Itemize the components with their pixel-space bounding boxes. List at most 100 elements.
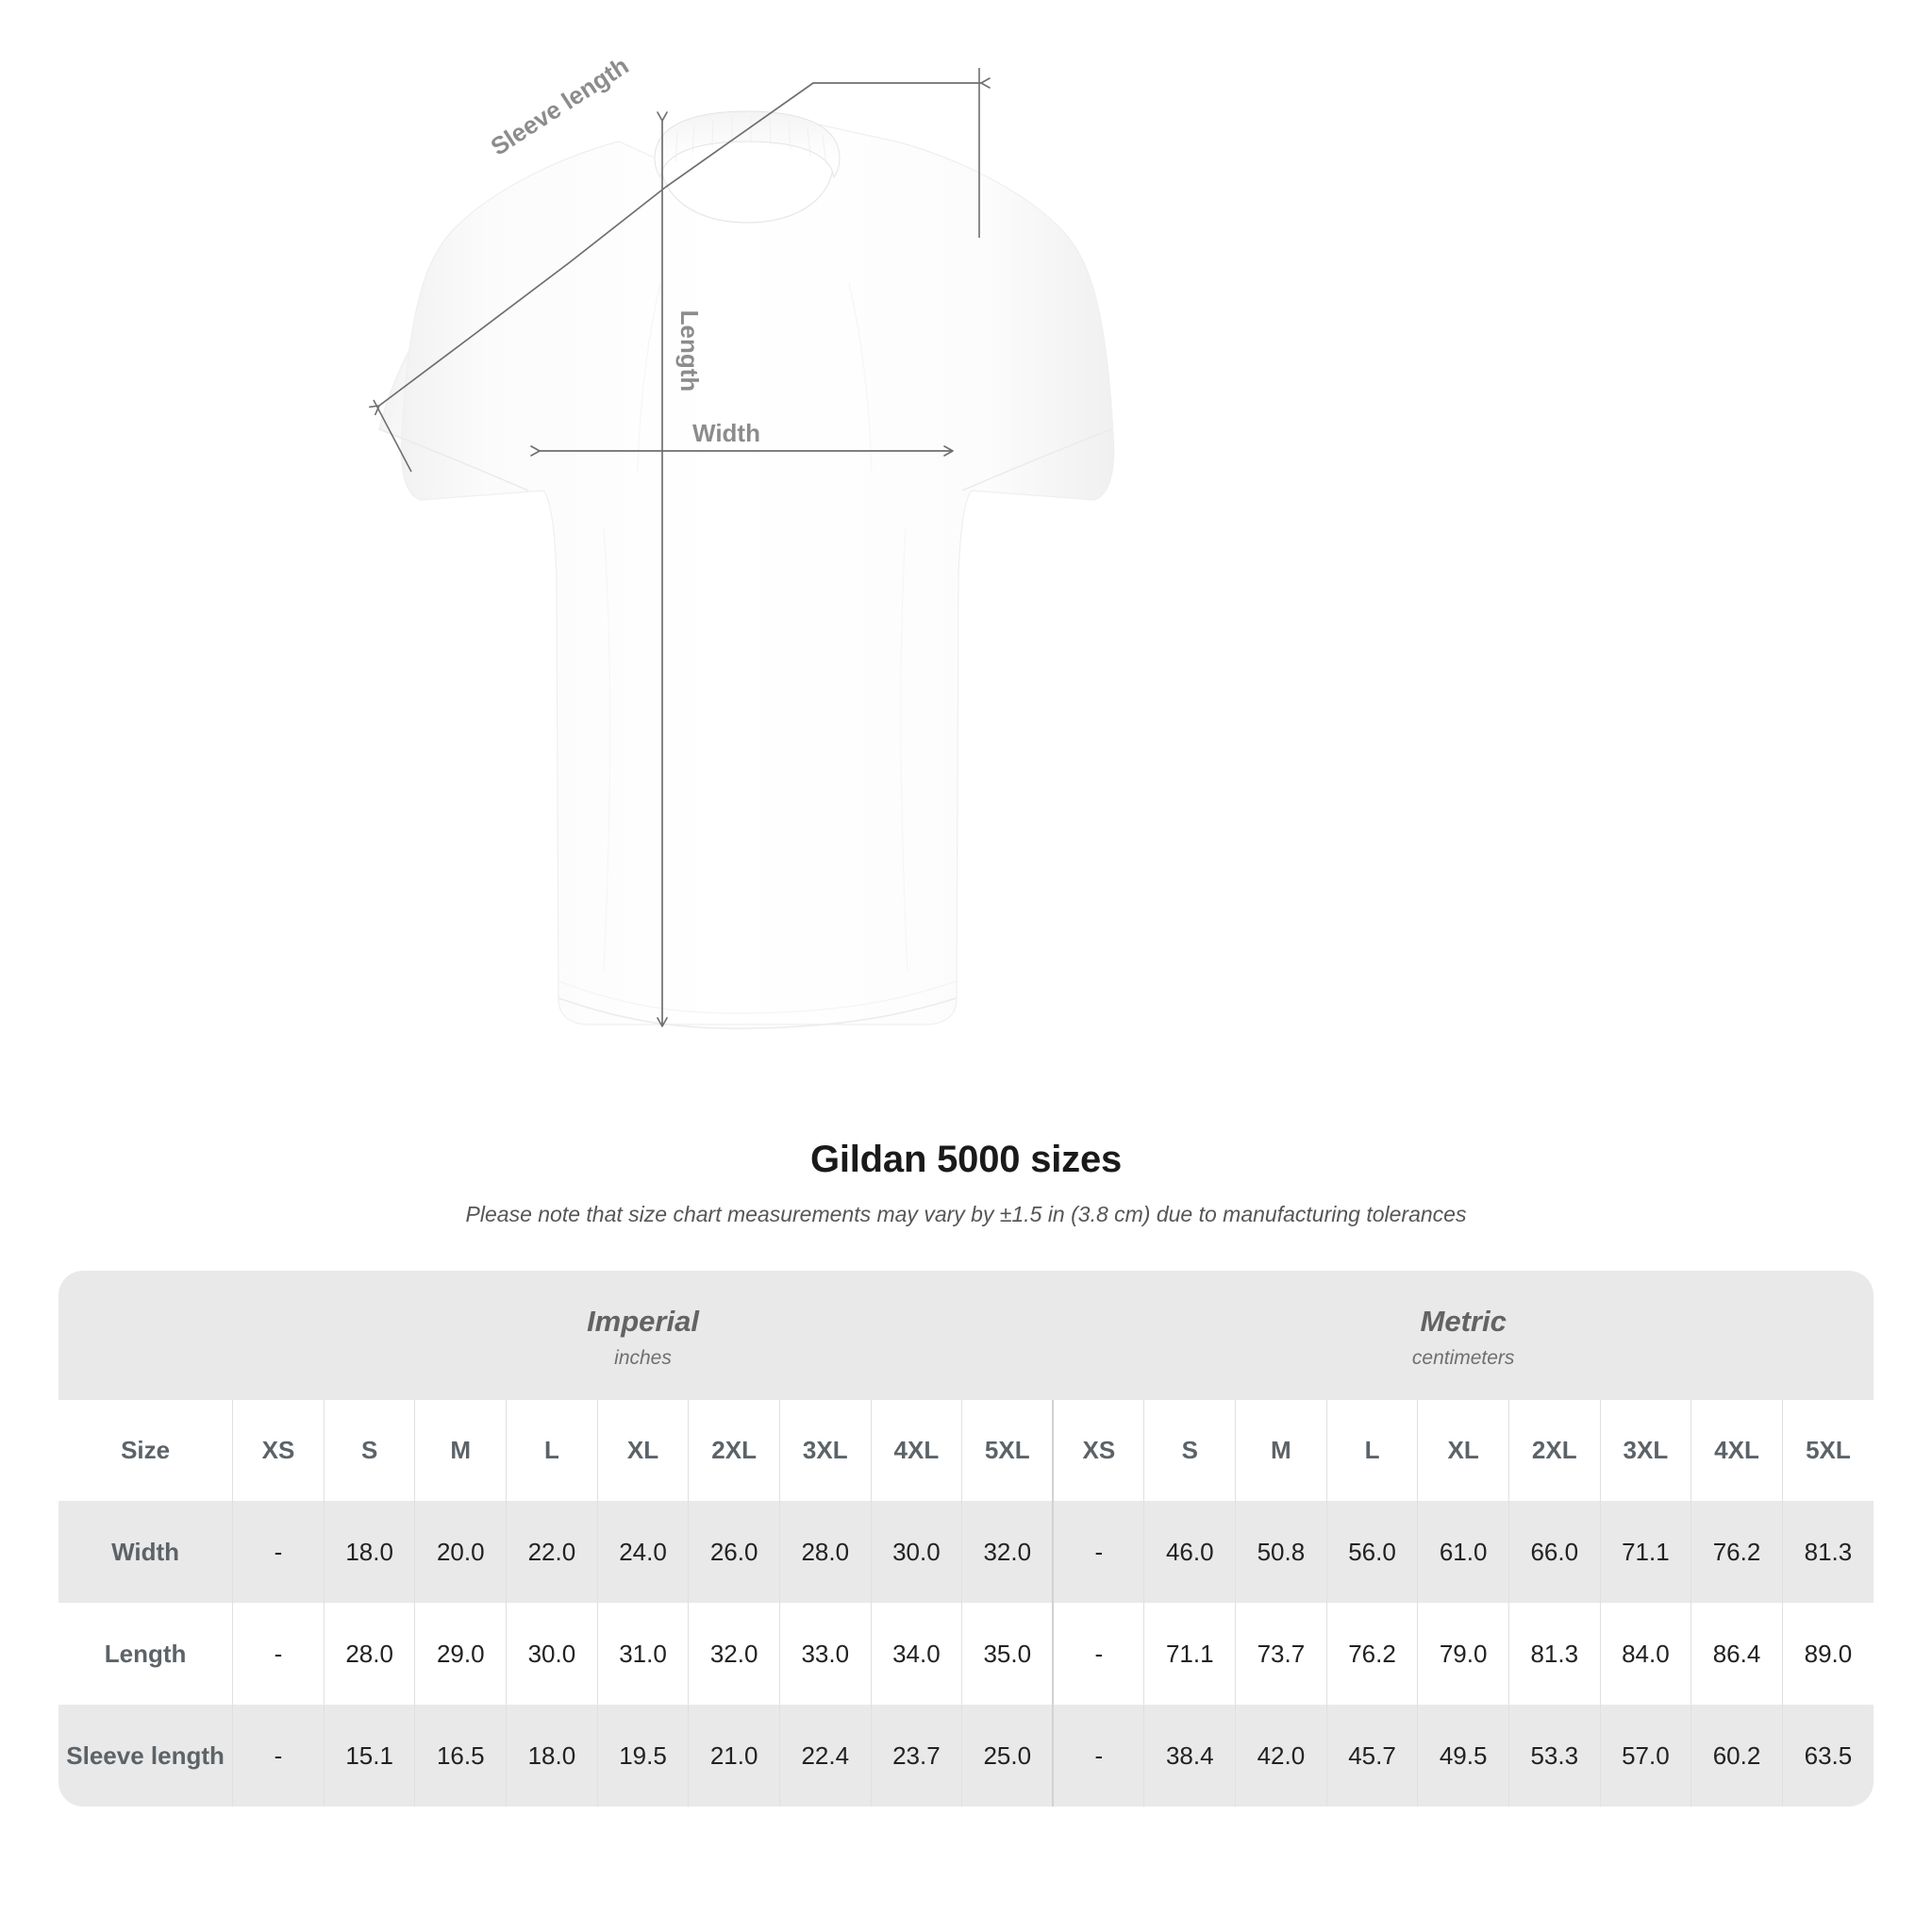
bottom-hem-stitch: [558, 980, 958, 1014]
cell-metric-5xl: 89.0: [1781, 1603, 1874, 1705]
cell-imperial-s: 15.1: [323, 1705, 415, 1807]
cell-imperial-xs: -: [232, 1603, 325, 1705]
cell-metric-l: 45.7: [1325, 1705, 1418, 1807]
cell-imperial-m: 16.5: [414, 1705, 507, 1807]
cell-metric-xs: -: [1052, 1705, 1144, 1807]
tolerance-note: Please note that size chart measurements…: [465, 1202, 1467, 1226]
size-header-cell-3xl: 3XL: [1599, 1400, 1691, 1501]
cell-metric-m: 42.0: [1235, 1705, 1327, 1807]
cell-imperial-5xl: 25.0: [961, 1705, 1054, 1807]
cell-imperial-4xl: 30.0: [870, 1501, 962, 1603]
sleeve-length-dimension-line: [369, 77, 991, 416]
size-header-cell-5xl: 5XL: [1781, 1400, 1874, 1501]
size-header-cell-s: S: [323, 1400, 415, 1501]
cell-imperial-m: 29.0: [414, 1603, 507, 1705]
cell-metric-3xl: 84.0: [1599, 1603, 1691, 1705]
size-header-cell-s: S: [1143, 1400, 1236, 1501]
length-label: Length: [675, 310, 704, 392]
size-chart-table-wrap: Imperial inches Metric centimeters Size XS S M L…: [58, 1271, 1874, 1807]
cell-imperial-4xl: 34.0: [870, 1603, 962, 1705]
unit-name: Metric: [1420, 1305, 1507, 1339]
cell-imperial-2xl: 32.0: [688, 1603, 780, 1705]
cell-metric-2xl: 53.3: [1507, 1705, 1601, 1807]
size-header-cell-xl: XL: [1417, 1400, 1509, 1501]
size-header-row: Size XS S M L XL 2XL 3XL 4XL 5XL XS S M L XL 2XL 3XL 4XL 5…: [58, 1400, 1874, 1501]
cell-metric-xl: 79.0: [1417, 1603, 1509, 1705]
cell-metric-3xl: 71.1: [1599, 1501, 1691, 1603]
garment-shape: [378, 110, 1115, 1030]
unit-banner-row: Imperial inches Metric centimeters: [58, 1271, 1874, 1400]
sleeve-left-tick: [373, 399, 412, 473]
right-sleeve-hem: [961, 428, 1112, 491]
cell-imperial-l: 30.0: [506, 1603, 598, 1705]
cell-imperial-3xl: 33.0: [778, 1603, 872, 1705]
cell-metric-s: 38.4: [1143, 1705, 1236, 1807]
page-title: Gildan 5000 sizes: [809, 1139, 1123, 1180]
cell-metric-l: 76.2: [1325, 1603, 1418, 1705]
unit-subtitle: inches: [614, 1346, 672, 1369]
cell-metric-m: 50.8: [1235, 1501, 1327, 1603]
size-header-cell-3xl: 3XL: [778, 1400, 872, 1501]
cell-imperial-2xl: 21.0: [688, 1705, 780, 1807]
tshirt-measurement-diagram: Sleeve length Length Width: [369, 51, 1115, 1030]
cell-imperial-4xl: 23.7: [870, 1705, 962, 1807]
cell-metric-4xl: 60.2: [1690, 1705, 1783, 1807]
cell-imperial-3xl: 28.0: [778, 1501, 872, 1603]
cell-imperial-xl: 24.0: [596, 1501, 689, 1603]
cell-imperial-l: 18.0: [506, 1705, 598, 1807]
size-column-label: Size: [58, 1400, 233, 1501]
cell-imperial-3xl: 22.4: [778, 1705, 872, 1807]
cell-metric-5xl: 63.5: [1781, 1705, 1874, 1807]
row-label-sleeve-length: Sleeve length: [58, 1705, 233, 1807]
cell-metric-5xl: 81.3: [1781, 1501, 1874, 1603]
cell-metric-m: 73.7: [1235, 1603, 1327, 1705]
shirt-body: [400, 114, 1115, 1025]
cell-imperial-m: 20.0: [414, 1501, 507, 1603]
unit-subtitle: centimeters: [1411, 1346, 1515, 1369]
cell-imperial-xs: -: [232, 1705, 325, 1807]
chart-heading-block: Gildan 5000 sizes Please note that size …: [0, 1137, 1932, 1229]
size-header-cell-xl: XL: [596, 1400, 689, 1501]
size-header-cell-xs: XS: [1052, 1400, 1144, 1501]
cell-metric-l: 56.0: [1325, 1501, 1418, 1603]
cell-imperial-l: 22.0: [506, 1501, 598, 1603]
cell-imperial-5xl: 35.0: [961, 1603, 1054, 1705]
cell-imperial-s: 28.0: [323, 1603, 415, 1705]
cell-metric-3xl: 57.0: [1599, 1705, 1691, 1807]
cell-metric-xl: 49.5: [1417, 1705, 1509, 1807]
size-header-cell-m: M: [414, 1400, 507, 1501]
cell-metric-s: 46.0: [1143, 1501, 1236, 1603]
cell-metric-4xl: 76.2: [1690, 1501, 1783, 1603]
table-row: Length -28.0 29.0 30.0 31.0 32.0 33.0 34.0 35.0-…: [58, 1603, 1874, 1705]
cell-metric-4xl: 86.4: [1690, 1603, 1783, 1705]
size-header-cell-l: L: [1325, 1400, 1418, 1501]
size-header-cell-4xl: 4XL: [870, 1400, 962, 1501]
cell-imperial-xl: 19.5: [596, 1705, 689, 1807]
size-header-cell-2xl: 2XL: [688, 1400, 780, 1501]
cell-metric-2xl: 66.0: [1507, 1501, 1601, 1603]
cell-imperial-2xl: 26.0: [688, 1501, 780, 1603]
size-chart-table: Imperial inches Metric centimeters Size XS S M L…: [58, 1271, 1874, 1807]
row-label-length: Length: [58, 1603, 233, 1705]
table-row: Sleeve length -15.1 16.5 18.0 19.5 21.0 22.4 23…: [58, 1705, 1874, 1807]
cell-metric-2xl: 81.3: [1507, 1603, 1601, 1705]
size-header-cell-5xl: 5XL: [961, 1400, 1054, 1501]
cell-metric-xl: 61.0: [1417, 1501, 1509, 1603]
row-label-width: Width: [58, 1501, 233, 1603]
size-header-cell-xs: XS: [232, 1400, 325, 1501]
cell-imperial-s: 18.0: [323, 1501, 415, 1603]
width-label: Width: [692, 419, 760, 447]
unit-group-header-imperial: Imperial inches: [232, 1271, 1054, 1400]
size-header-cell-m: M: [1235, 1400, 1327, 1501]
cell-imperial-5xl: 32.0: [961, 1501, 1054, 1603]
unit-banner-spacer: [58, 1271, 233, 1400]
unit-group-header-metric: Metric centimeters: [1053, 1271, 1874, 1400]
cell-metric-xs: -: [1052, 1603, 1144, 1705]
cell-imperial-xs: -: [232, 1501, 325, 1603]
left-sleeve-hem: [378, 428, 529, 491]
size-header-cell-2xl: 2XL: [1507, 1400, 1601, 1501]
size-header-cell-l: L: [506, 1400, 598, 1501]
unit-name: Imperial: [587, 1305, 699, 1339]
table-row: Width -18.0 20.0 22.0 24.0 26.0 28.0 30.0 32.0-4…: [58, 1501, 1874, 1603]
cell-metric-xs: -: [1052, 1501, 1144, 1603]
